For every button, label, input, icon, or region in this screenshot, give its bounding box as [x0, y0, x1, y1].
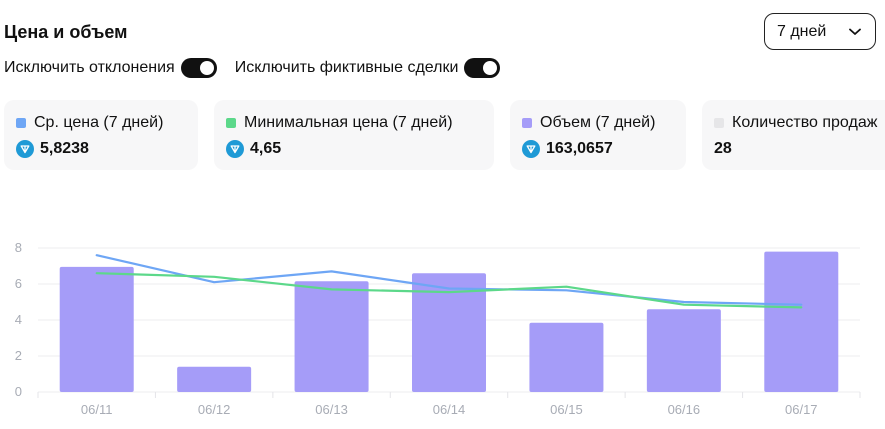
stat-card-avg-price: Ср. цена (7 дней) 5,8238	[4, 100, 198, 170]
legend-swatch-volume	[522, 118, 532, 128]
panel-title: Цена и объем	[4, 22, 128, 42]
stat-card-volume: Объем (7 дней) 163,0657	[510, 100, 686, 170]
stat-label-min-price: Минимальная цена (7 дней)	[244, 114, 453, 131]
volume-bar	[529, 322, 604, 392]
legend-swatch-sales-count	[714, 118, 724, 128]
x-tick-label: 06/12	[198, 402, 231, 417]
period-select-value: 7 дней	[777, 22, 827, 40]
y-tick-label: 4	[15, 312, 22, 327]
stat-card-sales-count: Количество продаж 28	[702, 100, 885, 170]
toggle-exclude-fake-trades-switch[interactable]	[464, 58, 501, 78]
x-tick-label: 06/15	[550, 402, 583, 417]
chevron-down-icon	[849, 28, 861, 36]
y-tick-label: 8	[15, 240, 22, 255]
volume-bar	[177, 366, 252, 392]
stat-value-sales-count: 28	[714, 140, 732, 157]
toggle-exclude-fake-trades: Исключить фиктивные сделки	[235, 58, 501, 78]
stat-label-volume: Объем (7 дней)	[540, 114, 656, 131]
volume-bar	[59, 266, 134, 392]
min-price-line	[95, 272, 803, 309]
y-tick-label: 6	[15, 276, 22, 291]
x-tick-label: 06/14	[433, 402, 466, 417]
x-tick-label: 06/16	[668, 402, 701, 417]
price-volume-chart: 0 2 4 6 8 06/11 06/12 06/13 06/14 06/15 06/16 06/17	[15, 240, 861, 417]
x-tick-label: 06/11	[81, 402, 113, 417]
legend-swatch-avg-price	[16, 118, 26, 128]
toggle-exclude-outliers-label: Исключить отклонения	[4, 59, 175, 76]
stat-value-min-price: 4,65	[250, 140, 282, 157]
x-tick-label: 06/13	[315, 402, 348, 417]
ton-icon	[16, 140, 34, 158]
y-tick-label: 2	[15, 348, 22, 363]
legend-swatch-min-price	[226, 118, 236, 128]
stat-card-min-price: Минимальная цена (7 дней) 4,65	[214, 100, 494, 170]
stat-label-avg-price: Ср. цена (7 дней)	[34, 114, 164, 131]
volume-bar	[412, 273, 486, 392]
stat-value-volume: 163,0657	[546, 140, 613, 157]
ton-icon	[522, 140, 540, 158]
volume-bar	[294, 281, 369, 392]
toggle-exclude-fake-trades-label: Исключить фиктивные сделки	[234, 59, 459, 76]
filter-toggles: Исключить отклонения Исключить фиктивные…	[4, 58, 518, 78]
stat-label-sales-count: Количество продаж	[732, 114, 878, 131]
stats-row: Ср. цена (7 дней) 5,8238 Минимальная цен…	[4, 100, 885, 170]
volume-bar	[646, 309, 721, 392]
stat-value-avg-price: 5,8238	[40, 140, 89, 157]
toggle-exclude-outliers: Исключить отклонения	[4, 58, 217, 78]
avg-price-line	[95, 254, 803, 306]
ton-icon	[226, 140, 244, 158]
period-select[interactable]: 7 дней	[764, 13, 876, 50]
toggle-exclude-outliers-switch[interactable]	[180, 58, 217, 78]
y-tick-label: 0	[15, 384, 22, 399]
volume-bar	[764, 251, 839, 392]
x-tick-label: 06/17	[785, 402, 818, 417]
